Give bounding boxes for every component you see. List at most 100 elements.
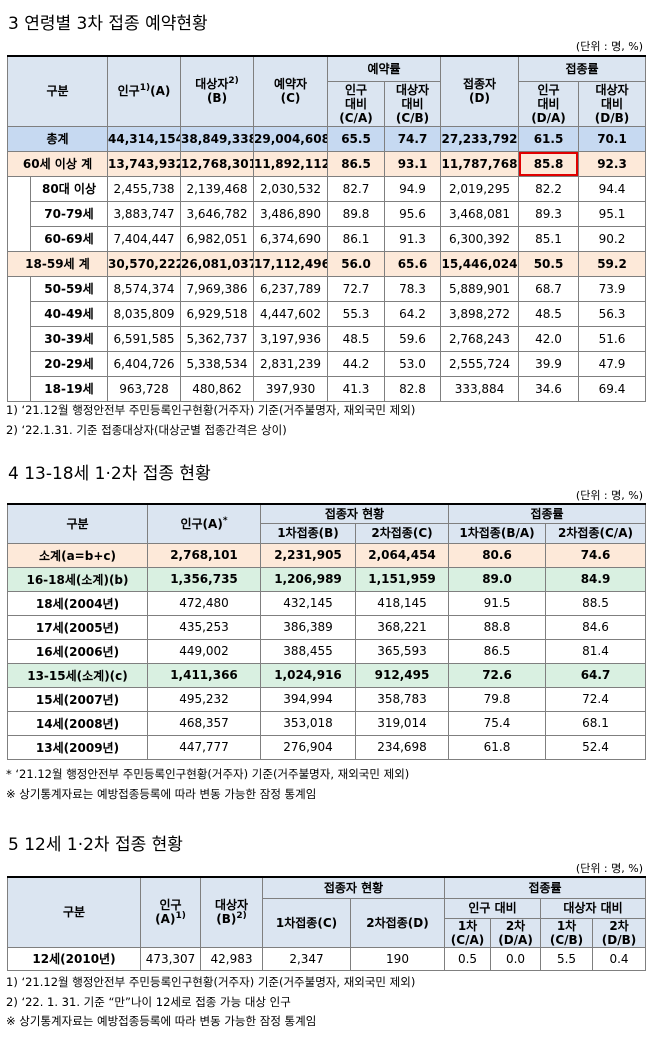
indent-cell <box>7 275 31 402</box>
cell: 72.7 <box>327 275 385 302</box>
row-label: 70-79세 <box>30 200 108 227</box>
header-text: 대상자 <box>195 77 229 92</box>
cell: 64.2 <box>384 300 441 327</box>
section-title: 4 13-18세 1·2차 접종 현황 <box>8 464 211 484</box>
row-label: 15세(2007년) <box>7 686 148 712</box>
unit: (단위 : 명, %) <box>575 862 643 875</box>
cell: 39.9 <box>518 350 579 377</box>
row-label: 12세(2010년) <box>7 946 141 971</box>
note: 1) ‘21.12월 행정안전부 주민등록인구현황(거주자) 기준(거주불명자,… <box>6 403 416 417</box>
cell: 85.8 <box>518 150 579 177</box>
header-cell: 1차접종(C) <box>262 897 351 948</box>
cell: 82.2 <box>518 175 579 202</box>
cell: 53.0 <box>384 350 441 377</box>
table-row: 15세(2007년) 495,232 394,994 358,783 79.8 72.4 <box>7 686 647 712</box>
cell: 480,862 <box>180 375 254 402</box>
cell: 34.6 <box>518 375 579 402</box>
cell: 2,347 <box>262 946 351 971</box>
header-text: 예약자 <box>273 77 308 92</box>
table-row: 18세(2004년) 472,480 432,145 418,145 91.5 88.5 <box>7 590 647 616</box>
header-cell: 접종률 <box>444 876 647 899</box>
header-cell: 2차접종(C/A) <box>545 522 647 544</box>
header-cell: 인구(A)* <box>147 503 261 544</box>
cell: 3,883,747 <box>107 200 181 227</box>
header-text: 예약률 <box>367 61 401 76</box>
cell: 3,197,936 <box>253 325 328 352</box>
header-cell: 1차접종(B) <box>260 522 356 544</box>
cell: 59.2 <box>578 250 646 277</box>
header-cell: 인구 (A)1) <box>140 876 201 948</box>
cell: 319,014 <box>354 710 450 736</box>
cell: 42,983 <box>200 946 263 971</box>
header-text: 접종률 <box>528 880 562 895</box>
cell: 3,486,890 <box>253 200 328 227</box>
header-text: 인구 <box>117 84 140 99</box>
header-text: 인구 <box>344 82 368 97</box>
cell: 447,777 <box>147 734 261 760</box>
header-text: 접종자 현황 <box>324 506 385 521</box>
header-text: (A) <box>155 912 176 927</box>
row-label: 16세(2006년) <box>7 638 148 664</box>
cell: 468,357 <box>147 710 261 736</box>
header-text: 2차접종(C) <box>371 526 433 540</box>
header-text: 접종자 현황 <box>323 880 384 895</box>
cell: 5.5 <box>540 946 594 971</box>
cell: 435,253 <box>147 614 261 640</box>
cell: 3,898,272 <box>440 300 519 327</box>
footnote-mark: 2) <box>236 911 247 922</box>
table-row: 16세(2006년) 449,002 388,455 365,593 86.5 81.4 <box>7 638 647 664</box>
cell: 472,480 <box>147 590 261 616</box>
note: * ‘21.12월 행정안전부 주민등록인구현황(거주자) 기준(거주불명자, … <box>6 767 410 781</box>
header-text: (C/B) <box>549 932 584 947</box>
cell: 48.5 <box>327 325 385 352</box>
cell: 1,411,366 <box>147 662 261 688</box>
cell: 91.3 <box>384 225 441 252</box>
cell: 92.3 <box>578 150 646 177</box>
notes: * ‘21.12월 행정안전부 주민등록인구현황(거주자) 기준(거주불명자, … <box>6 765 409 804</box>
cell: 6,591,585 <box>107 325 181 352</box>
cell: 56.0 <box>327 250 385 277</box>
cell: 65.6 <box>384 250 441 277</box>
header-cell: 1차접종(B/A) <box>448 522 547 544</box>
table: 구분 인구1)(A) 대상자2) (B) 예약자 (C) 예약률 접종자 (D) 접종… <box>7 55 646 402</box>
cell: 6,929,518 <box>180 300 254 327</box>
row-label: 18-59세 계 <box>7 250 108 277</box>
cell: 95.1 <box>578 200 646 227</box>
cell: 368,221 <box>354 614 450 640</box>
header-cell: 접종자 (D) <box>440 55 519 127</box>
cell: 17,112,496 <box>253 250 328 277</box>
header-text: 인구 <box>537 82 560 97</box>
section-title: 5 12세 1·2차 접종 현황 <box>8 835 183 855</box>
table-row: 40-49세 8,035,809 6,929,518 4,447,602 55.3 64.… <box>8 300 646 327</box>
cell: 80.6 <box>448 542 547 568</box>
header-cell: 구분 <box>7 503 148 544</box>
cell: 59.6 <box>384 325 441 352</box>
note: 1) ‘21.12월 행정안전부 주민등록인구현황(거주자) 기준(거주불명자,… <box>6 975 416 989</box>
row-label: 18세(2004년) <box>7 590 148 616</box>
cell: 276,904 <box>260 734 356 760</box>
cell: 2,455,738 <box>107 175 181 202</box>
cell: 4,447,602 <box>253 300 328 327</box>
cell: 5,338,534 <box>180 350 254 377</box>
header-text: (B) <box>206 91 228 106</box>
cell: 74.6 <box>545 542 647 568</box>
indent-cell <box>7 175 31 252</box>
cell: 2,064,454 <box>354 542 450 568</box>
cell: 495,232 <box>147 686 261 712</box>
header-text: 구분 <box>66 516 89 531</box>
cell: 5,362,737 <box>180 325 254 352</box>
header-text: 2차접종(D) <box>366 915 429 930</box>
unit: (단위 : 명, %) <box>575 489 643 502</box>
cell: 1,151,959 <box>354 566 450 592</box>
cell: 397,930 <box>253 375 328 402</box>
header-cell: 접종자 현황 <box>261 876 446 899</box>
header-cell: 예약자 (C) <box>253 55 328 127</box>
table-row: 60-69세 7,404,447 6,982,051 6,374,690 86.1 91.… <box>8 225 646 252</box>
note: ※ 상기통계자료는 예방접종등록에 따라 변동 가능한 잠정 통계임 <box>6 786 317 801</box>
header-text: (C) <box>280 91 301 106</box>
cell: 234,698 <box>354 734 450 760</box>
header-cell: 1차 (C/B) <box>540 917 594 948</box>
table-row: 16-18세(소계)(b) 1,356,735 1,206,989 1,151,959… <box>7 566 647 592</box>
cell: 86.5 <box>327 150 385 177</box>
table-row: 13세(2009년) 447,777 276,904 234,698 61.8 52.4 <box>7 734 647 760</box>
